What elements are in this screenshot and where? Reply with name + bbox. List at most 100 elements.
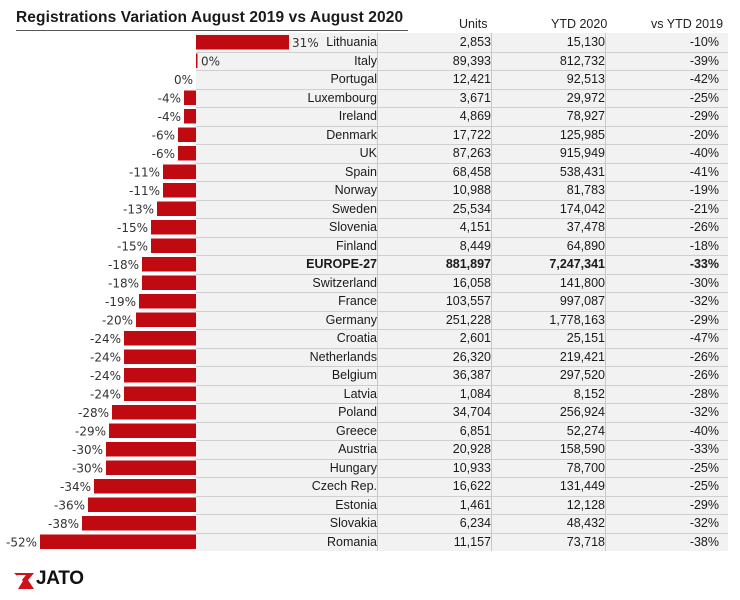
bar-belgium bbox=[124, 368, 196, 383]
units-cell: 20,928 bbox=[452, 442, 491, 456]
data-label: -34% bbox=[60, 480, 91, 494]
country-cell: Finland bbox=[336, 238, 377, 253]
row-divider bbox=[196, 70, 728, 71]
column-header-ytd-2020: YTD 2020 bbox=[551, 17, 608, 31]
country-cell: Estonia bbox=[335, 497, 377, 512]
data-label: -24% bbox=[90, 388, 121, 402]
bar-denmark bbox=[178, 127, 196, 142]
bar-czech-rep- bbox=[94, 479, 196, 494]
country-cell: UK bbox=[359, 146, 377, 160]
row-divider bbox=[196, 514, 728, 515]
vs-ytd-2019-cell: -40% bbox=[689, 146, 719, 160]
data-label: -13% bbox=[123, 203, 154, 217]
bar-norway bbox=[163, 183, 196, 198]
data-label: -28% bbox=[78, 406, 109, 420]
ytd-2020-cell: 64,890 bbox=[566, 238, 605, 253]
row-divider bbox=[196, 181, 728, 182]
units-cell: 16,622 bbox=[452, 479, 491, 493]
data-label: -20% bbox=[102, 314, 133, 328]
vs-ytd-2019-cell: -26% bbox=[689, 349, 719, 364]
vs-ytd-2019-cell: -10% bbox=[689, 35, 719, 49]
ytd-2020-cell: 12,128 bbox=[566, 497, 605, 512]
units-cell: 10,933 bbox=[452, 460, 491, 475]
units-cell: 6,234 bbox=[459, 516, 491, 530]
bar-poland bbox=[112, 405, 196, 420]
ytd-2020-cell: 158,590 bbox=[559, 442, 605, 456]
vs-ytd-2019-cell: -20% bbox=[689, 127, 719, 142]
ytd-2020-cell: 25,151 bbox=[566, 331, 605, 345]
ytd-2020-cell: 7,247,341 bbox=[549, 257, 605, 271]
row-divider bbox=[196, 236, 728, 238]
row-divider bbox=[196, 310, 728, 312]
units-cell: 34,704 bbox=[452, 405, 491, 419]
ytd-2020-cell: 78,700 bbox=[566, 460, 605, 475]
units-cell: 251,228 bbox=[445, 312, 491, 327]
ytd-2020-cell: 219,421 bbox=[559, 349, 605, 364]
vs-ytd-2019-cell: -32% bbox=[689, 405, 719, 419]
country-cell: Poland bbox=[338, 405, 377, 419]
table-row: Estonia 1,461 12,128 -29% bbox=[196, 496, 728, 515]
row-divider bbox=[196, 440, 728, 441]
table-row: Slovakia 6,234 48,432 -32% bbox=[196, 514, 728, 533]
table-row: Luxembourg 3,671 29,972 -25% bbox=[196, 89, 728, 108]
units-cell: 6,851 bbox=[459, 423, 491, 438]
row-divider bbox=[196, 421, 728, 423]
ytd-2020-cell: 131,449 bbox=[559, 479, 605, 493]
country-cell: Luxembourg bbox=[307, 90, 378, 105]
data-label: 0% bbox=[201, 55, 220, 69]
row-divider bbox=[196, 218, 728, 219]
data-label: -6% bbox=[152, 147, 175, 161]
ytd-2020-cell: 174,042 bbox=[559, 201, 605, 216]
bar-lithuania bbox=[196, 35, 289, 50]
table-row: Poland 34,704 256,924 -32% bbox=[196, 403, 728, 422]
units-cell: 16,058 bbox=[452, 275, 491, 290]
ytd-2020-cell: 92,513 bbox=[566, 72, 605, 86]
country-cell: Slovakia bbox=[329, 516, 377, 530]
vs-ytd-2019-cell: -26% bbox=[689, 368, 719, 382]
vs-ytd-2019-cell: -25% bbox=[689, 460, 719, 475]
vs-ytd-2019-cell: -42% bbox=[689, 72, 719, 86]
table-row: Belgium 36,387 297,520 -26% bbox=[196, 366, 728, 385]
ytd-2020-cell: 141,800 bbox=[559, 275, 605, 290]
row-divider bbox=[196, 366, 728, 367]
ytd-2020-cell: 48,432 bbox=[566, 516, 605, 530]
table-row: Finland 8,449 64,890 -18% bbox=[196, 237, 728, 256]
ytd-2020-cell: 8,152 bbox=[573, 386, 605, 401]
row-divider bbox=[196, 125, 728, 127]
vs-ytd-2019-cell: -25% bbox=[689, 90, 719, 105]
column-header-vs-ytd-2019: vs YTD 2019 bbox=[651, 17, 724, 31]
ytd-2020-cell: 997,087 bbox=[559, 294, 605, 308]
units-cell: 4,151 bbox=[459, 220, 491, 234]
data-label: 0% bbox=[174, 73, 193, 87]
units-cell: 10,988 bbox=[452, 183, 491, 197]
country-cell: Belgium bbox=[331, 368, 377, 382]
table-row: Slovenia 4,151 37,478 -26% bbox=[196, 218, 728, 237]
row-divider bbox=[196, 532, 728, 534]
row-divider bbox=[196, 199, 728, 201]
units-cell: 12,421 bbox=[452, 72, 491, 86]
row-divider bbox=[196, 162, 728, 164]
units-cell: 1,084 bbox=[459, 386, 491, 401]
row-divider bbox=[196, 51, 728, 53]
vs-ytd-2019-cell: -28% bbox=[689, 386, 719, 401]
table-row: Portugal 12,421 92,513 -42% bbox=[196, 70, 728, 89]
data-label: -29% bbox=[75, 425, 106, 439]
country-cell: Hungary bbox=[329, 460, 377, 475]
row-divider bbox=[196, 384, 728, 386]
data-label: -11% bbox=[129, 166, 160, 180]
ytd-2020-cell: 125,985 bbox=[559, 127, 605, 142]
data-label: -30% bbox=[72, 462, 103, 476]
ytd-2020-cell: 81,783 bbox=[566, 183, 605, 197]
column-divider bbox=[605, 33, 606, 551]
country-cell: Austria bbox=[338, 442, 377, 456]
data-label: 31% bbox=[292, 36, 319, 50]
vs-ytd-2019-cell: -29% bbox=[689, 497, 719, 512]
bar-switzerland bbox=[142, 275, 196, 290]
ytd-2020-cell: 78,927 bbox=[566, 109, 605, 123]
row-divider bbox=[196, 292, 728, 293]
units-cell: 25,534 bbox=[452, 201, 491, 216]
data-label: -36% bbox=[54, 499, 85, 513]
vs-ytd-2019-cell: -29% bbox=[689, 312, 719, 327]
row-divider bbox=[196, 273, 728, 275]
